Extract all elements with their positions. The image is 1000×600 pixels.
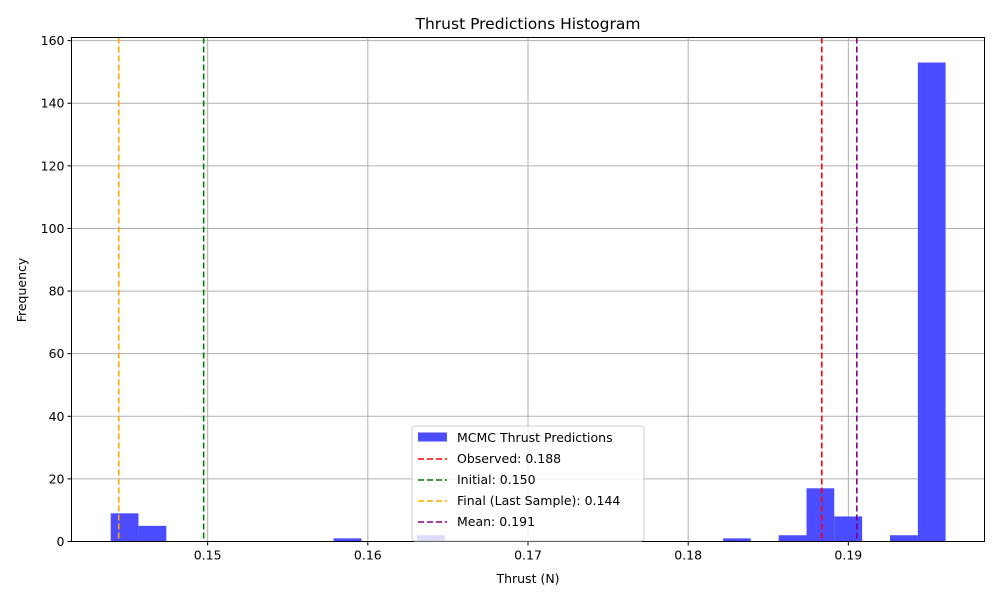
bars-layer [110, 62, 946, 542]
legend-swatch [418, 432, 447, 442]
histogram-bar [723, 538, 751, 542]
x-tick-label: 0.19 [834, 548, 862, 563]
y-axis-title: Frequency [14, 257, 29, 322]
y-tick-label: 0 [57, 534, 65, 549]
y-tick-label: 120 [41, 158, 65, 173]
x-axis-title: Thrust (N) [495, 571, 559, 586]
legend-label: Final (Last Sample): 0.144 [457, 493, 620, 508]
legend-box [411, 425, 645, 542]
histogram-bar [806, 488, 835, 542]
histogram-bar [889, 535, 918, 542]
legend-label: Observed: 0.188 [457, 451, 561, 466]
y-tick-label: 40 [49, 409, 65, 424]
legend-label: MCMC Thrust Predictions [457, 430, 613, 445]
histogram-bar [110, 513, 139, 542]
histogram-bar [138, 525, 167, 542]
y-tick-label: 140 [41, 96, 65, 111]
x-tick-label: 0.18 [674, 548, 702, 563]
y-tick-label: 160 [41, 33, 65, 48]
legend-label: Mean: 0.191 [457, 514, 535, 529]
y-tick-label: 60 [49, 346, 65, 361]
y-tick-label: 80 [49, 284, 65, 299]
x-tick-label: 0.16 [354, 548, 382, 563]
grid-layer [71, 37, 985, 542]
histogram-bar [834, 516, 863, 542]
histogram-bar [917, 62, 946, 542]
x-tick-label: 0.15 [194, 548, 222, 563]
histogram-bar [333, 538, 362, 542]
y-axis-ticks: 0 20 40 60 80 100 120 140 160 [41, 33, 72, 549]
y-tick-label: 100 [41, 221, 65, 236]
x-axis-ticks: 0.15 0.16 0.17 0.18 0.19 [194, 541, 862, 563]
chart-title: Thrust Predictions Histogram [415, 15, 641, 33]
y-tick-label: 20 [49, 471, 65, 486]
legend-label: Initial: 0.150 [457, 472, 536, 487]
reference-lines-layer [117, 37, 858, 542]
legend: MCMC Thrust Predictions Observed: 0.188 In… [411, 425, 645, 542]
histogram-bar [778, 535, 807, 542]
x-tick-label: 0.17 [514, 548, 542, 563]
